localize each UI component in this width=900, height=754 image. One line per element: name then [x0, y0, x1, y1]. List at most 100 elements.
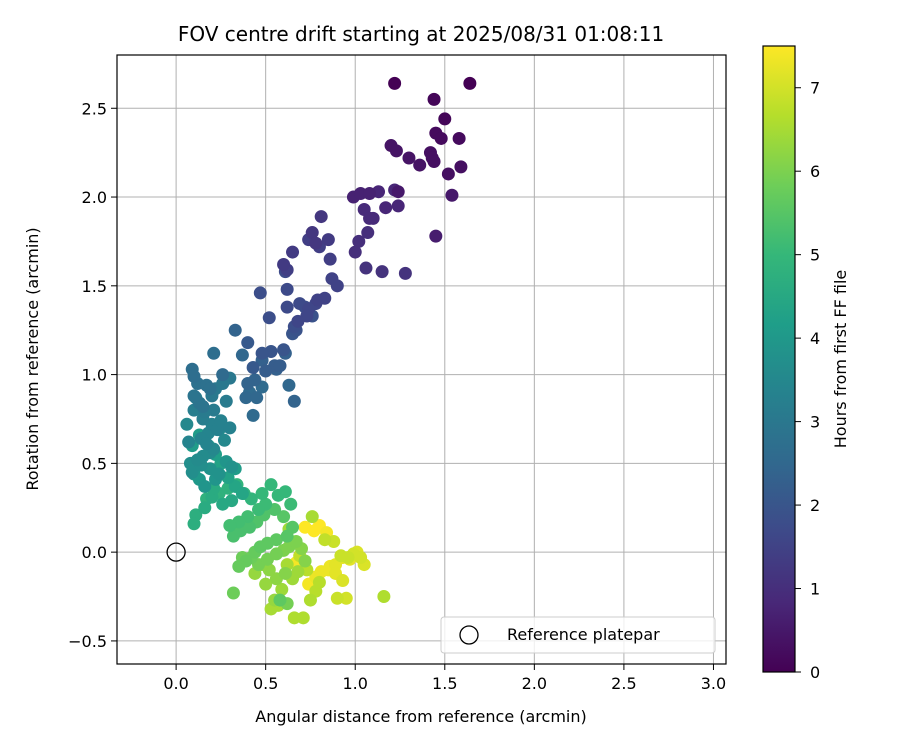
- data-point: [330, 591, 344, 605]
- x-axis-label: Angular distance from reference (arcmin): [255, 707, 586, 726]
- data-point: [253, 286, 267, 300]
- colorbar: 0 1 2 3 4 5 6 7 Hours from first FF file: [762, 45, 850, 682]
- x-axis-ticks: 0.0 0.5 1.0 1.5 2.0 2.5 3.0: [163, 664, 726, 693]
- plot-frame: [116, 54, 727, 665]
- data-point: [241, 336, 255, 350]
- data-point: [379, 201, 393, 215]
- data-point: [361, 226, 375, 240]
- data-point: [291, 314, 305, 328]
- data-point: [311, 293, 325, 307]
- y-tick-label: 1.5: [82, 277, 107, 296]
- data-point: [280, 300, 294, 314]
- data-point: [389, 144, 403, 158]
- y-tick-label: 2.0: [82, 188, 107, 207]
- data-point: [463, 76, 477, 90]
- y-tick-label: 0.0: [82, 543, 107, 562]
- data-point: [391, 185, 405, 199]
- data-point: [180, 417, 194, 431]
- data-point: [330, 279, 344, 293]
- data-point: [366, 211, 380, 225]
- data-point: [296, 611, 310, 625]
- plot-area: [117, 55, 726, 664]
- chart-title: FOV centre drift starting at 2025/08/31 …: [178, 22, 664, 46]
- y-tick-label: 1.0: [82, 366, 107, 385]
- data-point: [264, 478, 278, 492]
- data-point: [375, 265, 389, 279]
- legend-box: [440, 616, 716, 654]
- y-tick-label: 2.5: [82, 99, 107, 118]
- colorbar-ticks: 0 1 2 3 4 5 6 7: [795, 79, 820, 682]
- data-point: [303, 593, 317, 607]
- data-point: [278, 485, 292, 499]
- x-tick-label: 1.0: [342, 674, 367, 693]
- data-point: [427, 155, 441, 169]
- colorbar-tick-label: 2: [810, 496, 820, 515]
- data-point: [191, 453, 205, 467]
- data-point: [262, 311, 276, 325]
- data-point: [309, 236, 323, 250]
- colorbar-tick-label: 6: [810, 162, 820, 181]
- data-point: [363, 186, 377, 200]
- colorbar-tick-label: 0: [810, 663, 820, 682]
- data-point: [259, 364, 273, 378]
- data-point: [280, 529, 294, 543]
- data-point: [284, 497, 298, 511]
- data-point: [216, 497, 230, 511]
- data-point: [321, 233, 335, 247]
- legend: Reference platepar: [440, 616, 716, 654]
- data-point: [250, 391, 264, 405]
- data-point: [377, 590, 391, 604]
- data-point: [312, 575, 326, 589]
- data-points: [180, 76, 477, 625]
- colorbar-gradient: [763, 46, 795, 672]
- data-point: [429, 229, 443, 243]
- data-point: [273, 593, 287, 607]
- data-point: [388, 76, 402, 90]
- data-point: [182, 435, 196, 449]
- data-point: [413, 158, 427, 172]
- data-point: [185, 465, 199, 479]
- data-point: [286, 245, 300, 259]
- data-point: [354, 186, 368, 200]
- data-point: [225, 460, 239, 474]
- data-point: [200, 437, 214, 451]
- y-axis-label: Rotation from reference (arcmin): [23, 227, 42, 490]
- data-point: [255, 346, 269, 360]
- data-point: [219, 394, 233, 408]
- data-point: [280, 282, 294, 296]
- data-point: [228, 323, 242, 337]
- data-point: [277, 343, 291, 357]
- data-point: [305, 510, 319, 524]
- data-point: [243, 520, 257, 534]
- data-point: [359, 261, 373, 275]
- x-tick-label: 2.5: [611, 674, 636, 693]
- data-point: [441, 167, 455, 181]
- colorbar-tick-label: 3: [810, 413, 820, 432]
- data-point: [354, 550, 368, 564]
- data-point: [391, 199, 405, 213]
- data-point: [323, 252, 337, 266]
- y-tick-label: 0.5: [82, 454, 107, 473]
- grid-lines: [117, 55, 726, 664]
- data-point: [198, 479, 212, 493]
- data-point: [278, 566, 292, 580]
- data-point: [252, 503, 266, 517]
- data-point: [398, 266, 412, 280]
- data-point: [239, 391, 253, 405]
- data-point: [298, 554, 312, 568]
- data-point: [196, 400, 210, 414]
- data-point: [452, 131, 466, 145]
- colorbar-tick-label: 7: [810, 79, 820, 98]
- data-point: [314, 210, 328, 224]
- data-point: [277, 510, 291, 524]
- data-point: [198, 501, 212, 515]
- legend-label: Reference platepar: [507, 625, 660, 644]
- data-point: [336, 574, 350, 588]
- data-point: [259, 577, 273, 591]
- data-point: [246, 360, 260, 374]
- data-point: [434, 131, 448, 145]
- data-point: [287, 394, 301, 408]
- colorbar-tick-label: 5: [810, 246, 820, 265]
- data-point: [246, 408, 260, 422]
